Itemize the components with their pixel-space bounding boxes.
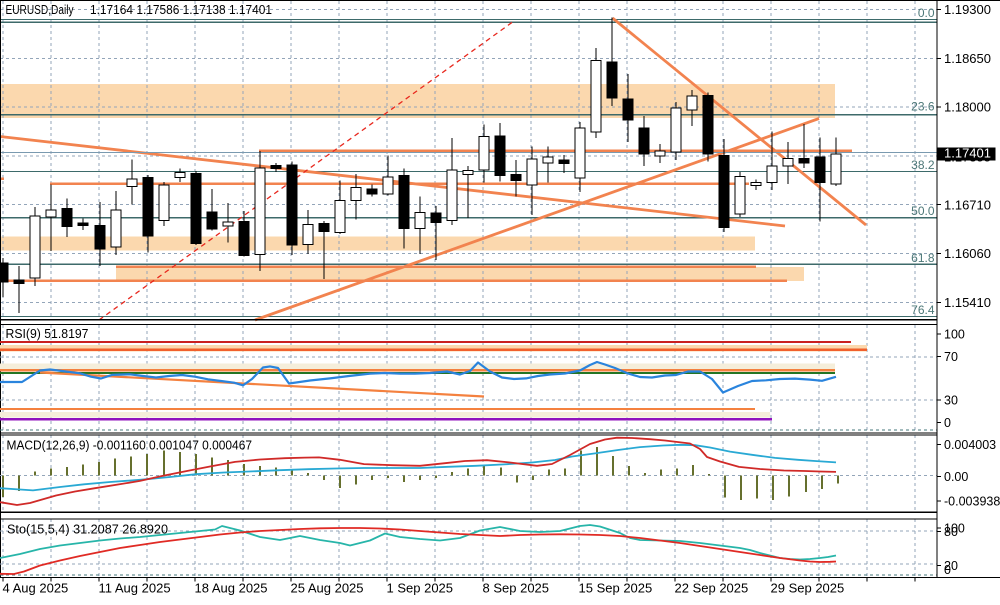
svg-text:4 Aug 2025: 4 Aug 2025 — [3, 581, 69, 596]
svg-text:Sto(15,5,4) 31.2087 26.8920: Sto(15,5,4) 31.2087 26.8920 — [7, 522, 168, 537]
svg-text:1.18650: 1.18650 — [944, 51, 991, 66]
svg-text:29 Sep 2025: 29 Sep 2025 — [771, 581, 845, 596]
svg-text:MACD(12,26,9) -0.001160 0.0010: MACD(12,26,9) -0.001160 0.001047 0.00046… — [7, 438, 253, 453]
svg-text:0.004003: 0.004003 — [944, 438, 996, 452]
svg-text:61.8: 61.8 — [911, 251, 935, 265]
svg-text:1.16710: 1.16710 — [944, 197, 991, 212]
svg-text:38.2: 38.2 — [911, 158, 935, 172]
svg-text:1 Sep 2025: 1 Sep 2025 — [387, 581, 454, 596]
svg-text:EURUSD,Daily: EURUSD,Daily — [6, 2, 74, 17]
svg-text:1.19300: 1.19300 — [944, 2, 991, 17]
svg-text:76.4: 76.4 — [911, 303, 935, 317]
svg-text:70: 70 — [944, 350, 958, 364]
svg-text:0.0: 0.0 — [918, 6, 935, 20]
svg-text:0.00: 0.00 — [944, 470, 968, 484]
svg-text:11 Aug 2025: 11 Aug 2025 — [99, 581, 171, 596]
svg-text:-0.003938: -0.003938 — [944, 494, 1000, 508]
svg-text:18 Aug 2025: 18 Aug 2025 — [195, 581, 268, 596]
svg-text:1.17401: 1.17401 — [944, 146, 991, 161]
svg-text:20: 20 — [944, 559, 958, 573]
svg-text:23.6: 23.6 — [911, 100, 935, 114]
svg-text:1.17164 1.17586 1.17138 1.1740: 1.17164 1.17586 1.17138 1.17401 — [90, 2, 272, 17]
svg-text:0: 0 — [944, 416, 951, 430]
svg-text:15 Sep 2025: 15 Sep 2025 — [579, 581, 653, 596]
svg-text:8 Sep 2025: 8 Sep 2025 — [483, 581, 550, 596]
svg-text:22 Sep 2025: 22 Sep 2025 — [675, 581, 749, 596]
svg-text:50.0: 50.0 — [911, 204, 935, 218]
svg-text:25 Aug 2025: 25 Aug 2025 — [291, 581, 364, 596]
svg-text:0: 0 — [944, 563, 951, 577]
svg-text:1.18000: 1.18000 — [944, 100, 991, 115]
svg-text:RSI(9) 51.8197: RSI(9) 51.8197 — [6, 326, 89, 341]
svg-text:1.16060: 1.16060 — [944, 246, 991, 261]
svg-text:100: 100 — [944, 521, 965, 535]
svg-text:1.15410: 1.15410 — [944, 295, 991, 310]
svg-text:100: 100 — [944, 327, 965, 341]
svg-text:80: 80 — [944, 525, 958, 539]
svg-text:30: 30 — [944, 393, 958, 407]
